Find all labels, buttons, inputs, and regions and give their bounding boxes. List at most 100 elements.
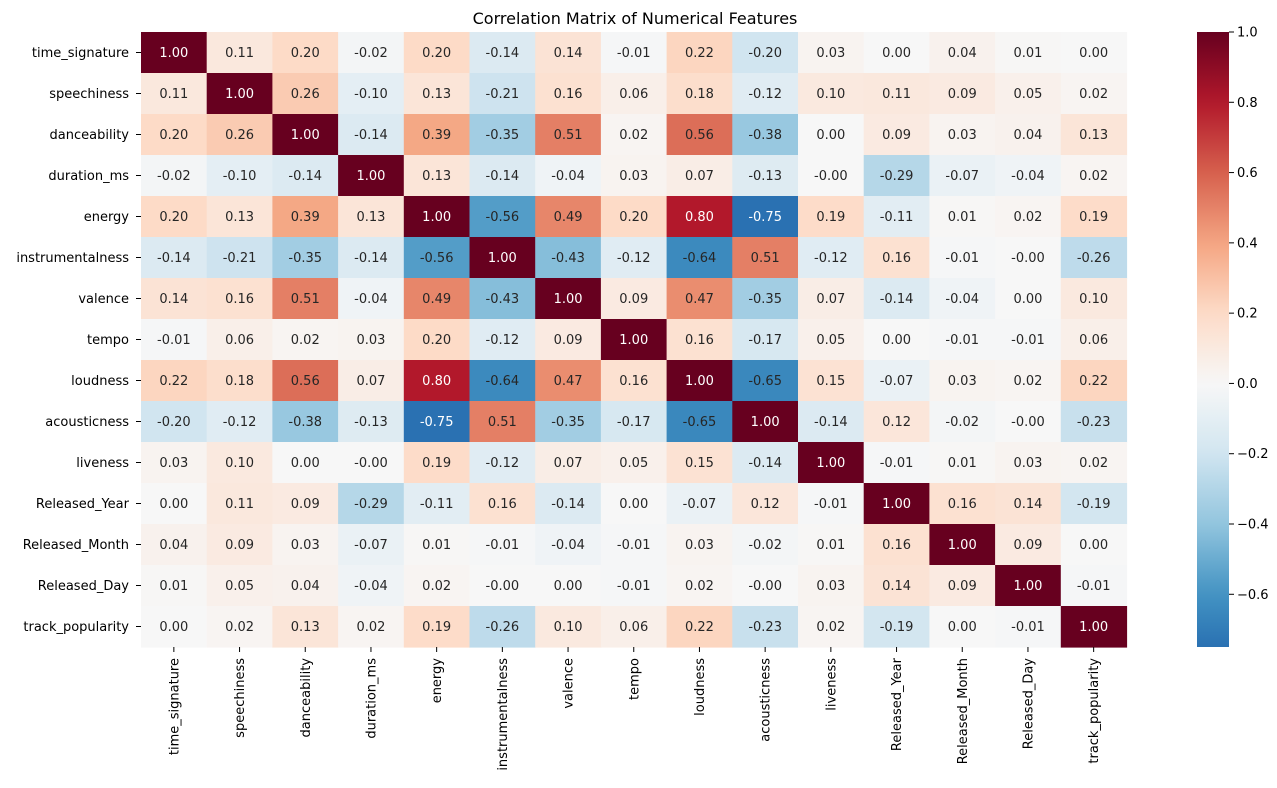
y-tick-label: time_signature bbox=[32, 46, 129, 61]
heatmap-cell bbox=[798, 401, 865, 443]
heatmap-cell bbox=[600, 524, 668, 566]
cell-value-label: -0.12 bbox=[748, 87, 782, 102]
heatmap-cell bbox=[141, 565, 208, 607]
cell-value-label: 0.03 bbox=[159, 456, 188, 471]
heatmap-cell bbox=[732, 114, 799, 156]
heatmap-cell bbox=[403, 278, 471, 320]
cell-value-label: 0.00 bbox=[1079, 538, 1108, 553]
cell-value-label: 0.20 bbox=[159, 128, 188, 143]
heatmap-cell bbox=[469, 319, 536, 361]
cell-value-label: 0.51 bbox=[554, 128, 583, 143]
heatmap-cell bbox=[929, 155, 996, 197]
cell-value-label: 0.04 bbox=[948, 46, 977, 61]
heatmap-cell bbox=[141, 606, 208, 648]
cell-value-label: -0.29 bbox=[880, 169, 914, 184]
colorbar-tick-label: 0.4 bbox=[1237, 236, 1258, 251]
heatmap-cell bbox=[995, 565, 1062, 607]
colorbar-tick-label: −0.4 bbox=[1237, 518, 1269, 533]
heatmap-cell bbox=[798, 278, 865, 320]
heatmap-cell bbox=[929, 237, 996, 279]
heatmap-cell bbox=[666, 360, 733, 402]
heatmap-cell bbox=[798, 237, 865, 279]
heatmap-cell bbox=[469, 196, 536, 238]
cell-value-label: 0.16 bbox=[948, 497, 977, 512]
cell-value-label: 0.16 bbox=[225, 292, 254, 307]
cell-value-label: 0.01 bbox=[422, 538, 451, 553]
cell-value-label: 1.00 bbox=[159, 46, 188, 61]
x-tick-label: time_signature bbox=[167, 658, 182, 755]
cell-value-label: 0.07 bbox=[356, 374, 385, 389]
cell-value-label: 0.03 bbox=[291, 538, 320, 553]
cell-value-label: -0.14 bbox=[486, 169, 520, 184]
y-axis-tick-labels: time_signature speechiness danceability dur… bbox=[16, 46, 141, 635]
heatmap-cell bbox=[929, 483, 996, 525]
heatmap-cell bbox=[995, 237, 1062, 279]
heatmap-cell bbox=[798, 319, 865, 361]
heatmap-cell bbox=[1060, 32, 1128, 74]
heatmap-cell bbox=[863, 196, 930, 238]
cell-value-label: -0.17 bbox=[617, 415, 651, 430]
cell-value-label: -0.12 bbox=[223, 415, 257, 430]
cell-value-label: 0.12 bbox=[882, 415, 911, 430]
heatmap-cell bbox=[732, 196, 799, 238]
heatmap-cell bbox=[666, 155, 733, 197]
cell-value-label: 0.02 bbox=[1079, 456, 1108, 471]
cell-value-label: 0.49 bbox=[554, 210, 583, 225]
cell-value-label: -0.02 bbox=[157, 169, 191, 184]
cell-value-label: -0.17 bbox=[748, 333, 782, 348]
cell-value-label: 0.00 bbox=[882, 46, 911, 61]
colorbar-tick-label: 0.0 bbox=[1237, 377, 1258, 392]
cell-value-label: -0.04 bbox=[945, 292, 979, 307]
heatmap-cell bbox=[206, 32, 273, 74]
cell-value-label: 0.02 bbox=[225, 620, 254, 635]
heatmap-cell bbox=[272, 114, 339, 156]
cell-value-label: -0.01 bbox=[814, 497, 848, 512]
cell-value-label: 0.22 bbox=[685, 46, 714, 61]
cell-value-label: 0.10 bbox=[225, 456, 254, 471]
cell-value-label: 0.26 bbox=[225, 128, 254, 143]
heatmap-cell bbox=[666, 401, 733, 443]
cell-value-label: 0.10 bbox=[816, 87, 845, 102]
x-tick-label: Released_Month bbox=[956, 658, 971, 764]
heatmap-cell bbox=[535, 319, 602, 361]
colorbar-tick-label: 0.6 bbox=[1237, 166, 1258, 181]
cell-value-label: 0.16 bbox=[488, 497, 517, 512]
cell-value-label: 0.20 bbox=[422, 46, 451, 61]
y-tick-label: track_popularity bbox=[23, 620, 129, 635]
heatmap-cell bbox=[272, 196, 339, 238]
y-tick-label: liveness bbox=[76, 456, 129, 471]
cell-value-label: -0.19 bbox=[880, 620, 914, 635]
cell-value-label: -0.14 bbox=[157, 251, 191, 266]
heatmap-cell bbox=[141, 32, 208, 74]
heatmap-cell bbox=[600, 237, 668, 279]
cell-value-label: 0.10 bbox=[1079, 292, 1108, 307]
cell-value-label: 0.04 bbox=[291, 579, 320, 594]
heatmap-cell bbox=[141, 237, 208, 279]
cell-value-label: 0.01 bbox=[1013, 46, 1042, 61]
heatmap-cell bbox=[732, 278, 799, 320]
cell-value-label: 1.00 bbox=[1013, 579, 1042, 594]
cell-value-label: 0.05 bbox=[1013, 87, 1042, 102]
heatmap-cell bbox=[929, 401, 996, 443]
cell-value-label: 1.00 bbox=[488, 251, 517, 266]
colorbar bbox=[1197, 32, 1229, 647]
heatmap-cell bbox=[863, 237, 930, 279]
cell-value-label: 0.03 bbox=[948, 128, 977, 143]
cell-value-label: -0.13 bbox=[354, 415, 388, 430]
cell-value-label: 0.51 bbox=[751, 251, 780, 266]
heatmap-cell bbox=[1060, 360, 1128, 402]
heatmap-cell bbox=[600, 565, 668, 607]
cell-value-label: 0.14 bbox=[554, 46, 583, 61]
cell-value-label: 0.02 bbox=[685, 579, 714, 594]
cell-value-label: 0.09 bbox=[948, 579, 977, 594]
heatmap-cell bbox=[1060, 155, 1128, 197]
x-tick-label: speechiness bbox=[233, 658, 248, 738]
heatmap-cell bbox=[1060, 483, 1128, 525]
heatmap-cell bbox=[798, 442, 865, 484]
heatmap-cell bbox=[206, 237, 273, 279]
heatmap-cell bbox=[600, 196, 668, 238]
cell-value-label: 0.09 bbox=[1013, 538, 1042, 553]
heatmap-cell bbox=[206, 360, 273, 402]
heatmap-cell bbox=[732, 401, 799, 443]
heatmap-cell bbox=[929, 442, 996, 484]
